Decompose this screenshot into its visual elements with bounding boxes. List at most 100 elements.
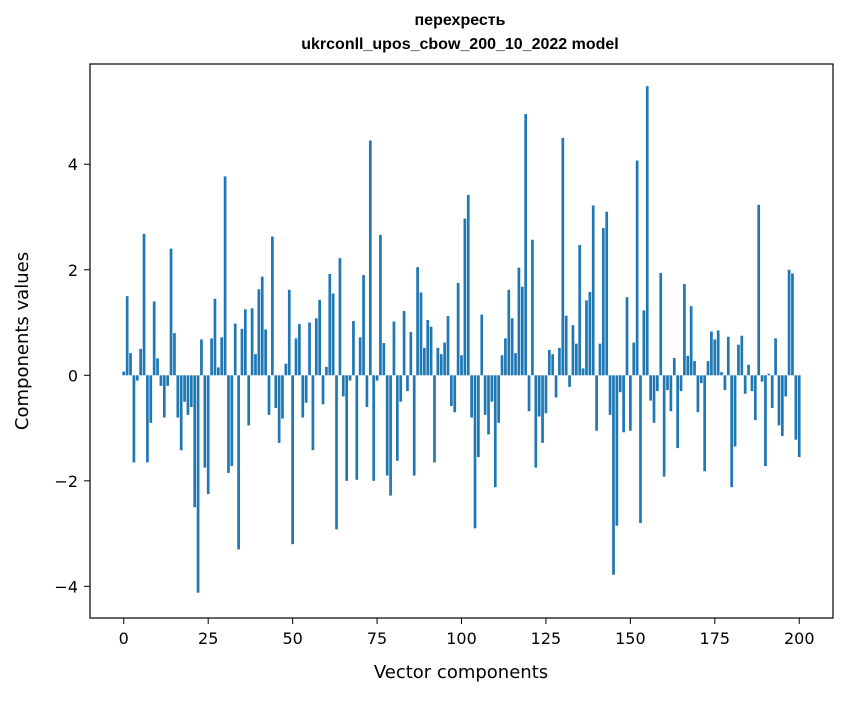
bar-13 bbox=[166, 375, 170, 386]
bar-33 bbox=[233, 323, 237, 376]
bar-193 bbox=[774, 338, 777, 376]
bar-21 bbox=[193, 375, 197, 508]
x-tick-label-0: 0 bbox=[119, 629, 129, 648]
bar-64 bbox=[338, 258, 342, 376]
chart-title-line-2: ukrconll_upos_cbow_200_10_2022 model bbox=[301, 36, 619, 53]
bar-196 bbox=[784, 375, 788, 397]
bar-23 bbox=[200, 339, 203, 376]
bar-114 bbox=[507, 289, 511, 376]
bar-117 bbox=[517, 267, 521, 376]
bar-22 bbox=[196, 375, 200, 593]
bar-31 bbox=[227, 375, 230, 473]
bar-99 bbox=[456, 282, 460, 376]
bar-48 bbox=[284, 363, 288, 376]
bar-132 bbox=[568, 375, 571, 387]
x-tick-label-75: 75 bbox=[367, 629, 387, 648]
bar-62 bbox=[331, 293, 335, 376]
bar-16 bbox=[176, 375, 180, 418]
x-axis-ticks: 0 25 50 75 100 125 150 175 200 bbox=[119, 618, 815, 648]
bar-49 bbox=[287, 289, 291, 376]
bar-154 bbox=[642, 310, 646, 376]
bar-61 bbox=[328, 273, 332, 376]
bar-122 bbox=[534, 375, 538, 468]
bar-145 bbox=[612, 375, 615, 575]
bar-157 bbox=[652, 375, 656, 423]
bar-102 bbox=[466, 194, 470, 376]
bar-25 bbox=[206, 375, 210, 495]
bar-57 bbox=[314, 318, 318, 376]
bar-50 bbox=[291, 375, 294, 545]
bar-32 bbox=[230, 375, 234, 467]
bar-14 bbox=[169, 248, 173, 376]
bar-113 bbox=[504, 338, 507, 376]
bar-141 bbox=[598, 343, 602, 376]
y-tick-label-2: 0 bbox=[68, 366, 78, 385]
bar-166 bbox=[683, 284, 686, 376]
bar-156 bbox=[649, 375, 652, 401]
bar-194 bbox=[777, 375, 781, 426]
bar-182 bbox=[737, 344, 740, 376]
bar-68 bbox=[352, 320, 355, 376]
bar-140 bbox=[595, 375, 598, 431]
bar-53 bbox=[301, 375, 305, 418]
bar-37 bbox=[247, 375, 251, 426]
bar-176 bbox=[716, 330, 720, 376]
bar-2 bbox=[129, 353, 132, 376]
bar-158 bbox=[656, 375, 659, 392]
bar-125 bbox=[544, 375, 548, 414]
bar-149 bbox=[625, 297, 629, 376]
bar-69 bbox=[355, 375, 359, 480]
bar-162 bbox=[669, 375, 673, 412]
bar-84 bbox=[406, 375, 409, 392]
chart-title-line-1: перехресть bbox=[414, 12, 506, 29]
bar-184 bbox=[743, 375, 747, 394]
bar-59 bbox=[321, 375, 325, 405]
x-tick-label-175: 175 bbox=[700, 629, 731, 648]
bar-72 bbox=[365, 375, 369, 407]
bar-96 bbox=[446, 316, 450, 376]
bar-178 bbox=[723, 375, 727, 391]
bar-199 bbox=[794, 375, 798, 440]
bar-35 bbox=[240, 328, 244, 376]
bar-150 bbox=[629, 375, 632, 431]
bar-138 bbox=[588, 291, 592, 376]
bar-70 bbox=[358, 337, 362, 376]
bar-39 bbox=[254, 354, 257, 376]
bar-152 bbox=[635, 160, 639, 376]
bar-1 bbox=[125, 296, 129, 376]
bar-40 bbox=[257, 289, 261, 376]
bar-169 bbox=[693, 361, 696, 376]
bar-41 bbox=[260, 276, 264, 376]
bar-76 bbox=[379, 234, 382, 376]
bar-137 bbox=[585, 300, 588, 376]
bar-85 bbox=[409, 332, 413, 376]
x-tick-label-50: 50 bbox=[282, 629, 302, 648]
bar-186 bbox=[750, 375, 754, 392]
bar-124 bbox=[541, 375, 544, 443]
bar-4 bbox=[135, 375, 139, 381]
bar-97 bbox=[450, 375, 453, 406]
x-tick-label-150: 150 bbox=[615, 629, 646, 648]
bar-93 bbox=[436, 347, 440, 376]
bar-87 bbox=[416, 267, 419, 376]
bar-164 bbox=[676, 375, 679, 449]
bar-12 bbox=[162, 375, 166, 418]
bar-155 bbox=[645, 86, 649, 376]
bar-77 bbox=[382, 343, 386, 376]
bar-198 bbox=[791, 273, 794, 376]
bar-151 bbox=[632, 342, 636, 376]
bar-17 bbox=[179, 375, 183, 451]
bar-43 bbox=[267, 375, 271, 415]
bar-71 bbox=[362, 275, 365, 376]
x-tick-label-200: 200 bbox=[784, 629, 815, 648]
bar-20 bbox=[189, 375, 193, 407]
bar-180 bbox=[730, 375, 734, 488]
bar-60 bbox=[325, 366, 328, 376]
x-tick-label-100: 100 bbox=[446, 629, 477, 648]
bar-177 bbox=[720, 372, 723, 376]
bar-136 bbox=[581, 368, 585, 376]
bar-18 bbox=[183, 375, 186, 402]
bar-44 bbox=[271, 236, 274, 376]
